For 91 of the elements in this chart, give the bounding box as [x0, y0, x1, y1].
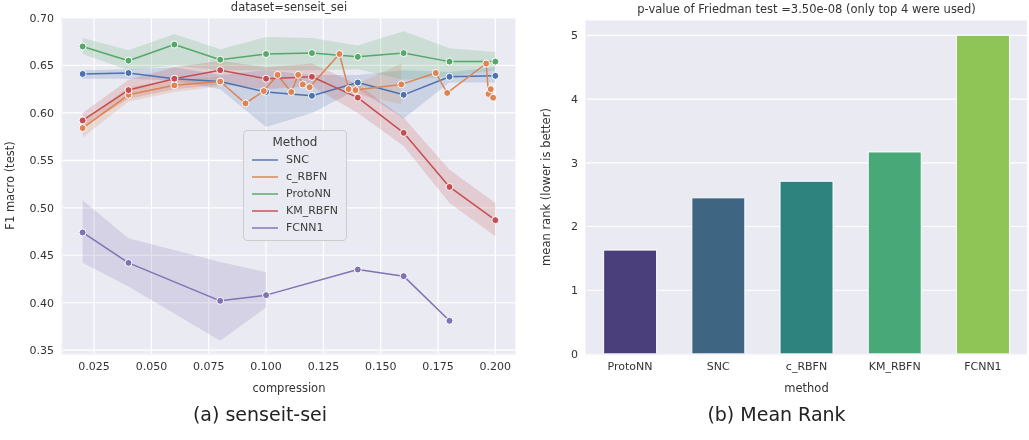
y-tick-label: 4 [571, 92, 578, 106]
x-axis-title: compression [252, 381, 326, 395]
x-tick-label: 0.050 [135, 359, 168, 373]
point [397, 80, 406, 89]
point [491, 71, 500, 80]
point [491, 57, 500, 66]
point [124, 258, 133, 267]
x-tick-label: ProtoNN [607, 359, 653, 373]
point [78, 228, 87, 237]
y-axis-title: F1 macro (test) [3, 141, 18, 230]
point [262, 291, 271, 300]
point [443, 88, 452, 97]
point [241, 99, 250, 108]
text: (b) Mean Rank [706, 403, 847, 425]
y-tick-label: 0.45 [29, 249, 54, 263]
point [399, 128, 408, 137]
point [353, 93, 362, 102]
x-tick-label: 0.175 [422, 359, 454, 373]
point [287, 87, 296, 96]
point [445, 316, 454, 325]
point [445, 72, 454, 81]
legend-label: SNC [286, 153, 309, 166]
x-tick-label: 0.075 [193, 359, 225, 373]
text: (a) senseit-sei [191, 403, 329, 425]
point [298, 80, 307, 89]
x-tick-label: c_RBFN [785, 359, 828, 373]
x-tick-label: 0.025 [78, 359, 110, 373]
y-tick-label: 0.60 [29, 106, 54, 120]
point [307, 49, 316, 58]
point [445, 57, 454, 66]
point [353, 78, 362, 87]
legend-label: c_RBFN [286, 170, 328, 183]
point [124, 86, 133, 95]
x-axis-title: method [784, 381, 829, 395]
point [491, 216, 500, 225]
y-tick-label: 1 [571, 284, 578, 298]
point [307, 72, 316, 81]
y-tick-label: 5 [571, 29, 578, 43]
legend-title: Method [271, 135, 319, 149]
point [353, 52, 362, 61]
point [399, 272, 408, 281]
point [170, 40, 179, 49]
y-tick-label: 0.50 [29, 201, 54, 215]
y-tick-label: 0.55 [29, 154, 54, 168]
x-tick-label: 0.150 [364, 359, 397, 373]
point [273, 70, 282, 79]
point [78, 42, 87, 51]
point [78, 124, 87, 133]
legend-label: KM_RBFN [286, 204, 338, 217]
point [294, 70, 303, 79]
x-tick-label: FCNN1 [964, 359, 1002, 373]
point [482, 59, 491, 68]
legend-label: ProtoNN [286, 187, 331, 200]
point [335, 50, 344, 59]
point [344, 85, 353, 94]
chart-title: p-value of Friedman test =3.50e-08 (only top 4 were used) [637, 2, 976, 16]
point [170, 81, 179, 90]
point [78, 116, 87, 125]
y-tick-label: 0.40 [29, 296, 54, 310]
point [431, 69, 440, 78]
x-tick-label: 0.125 [307, 359, 340, 373]
point [486, 85, 495, 94]
legend-label: FCNN1 [286, 221, 324, 234]
point [399, 90, 408, 99]
y-tick-label: 0 [571, 347, 578, 361]
y-axis-title: mean rank (lower is better) [539, 108, 554, 266]
y-tick-label: 3 [571, 156, 578, 170]
x-tick-label: KM_RBFN [868, 359, 921, 373]
point [78, 69, 87, 78]
point [262, 50, 271, 59]
point [307, 91, 316, 100]
point [216, 55, 225, 64]
point [351, 86, 360, 95]
point [216, 296, 225, 305]
point [489, 93, 498, 102]
y-tick-label: 2 [571, 220, 578, 234]
y-tick-label: 0.35 [29, 344, 54, 358]
x-tick-label: 0.100 [250, 359, 282, 373]
point [305, 83, 314, 92]
point [399, 49, 408, 58]
point [262, 74, 271, 83]
point [353, 265, 362, 274]
y-tick-label: 0.65 [29, 59, 54, 73]
point [124, 69, 133, 78]
y-tick-label: 0.70 [29, 11, 54, 25]
point [445, 182, 454, 191]
point [216, 66, 225, 75]
chart-title: dataset=senseit_sei [230, 0, 348, 14]
x-tick-label: SNC [706, 359, 731, 373]
x-tick-label: 0.200 [479, 359, 512, 373]
point [124, 56, 133, 65]
